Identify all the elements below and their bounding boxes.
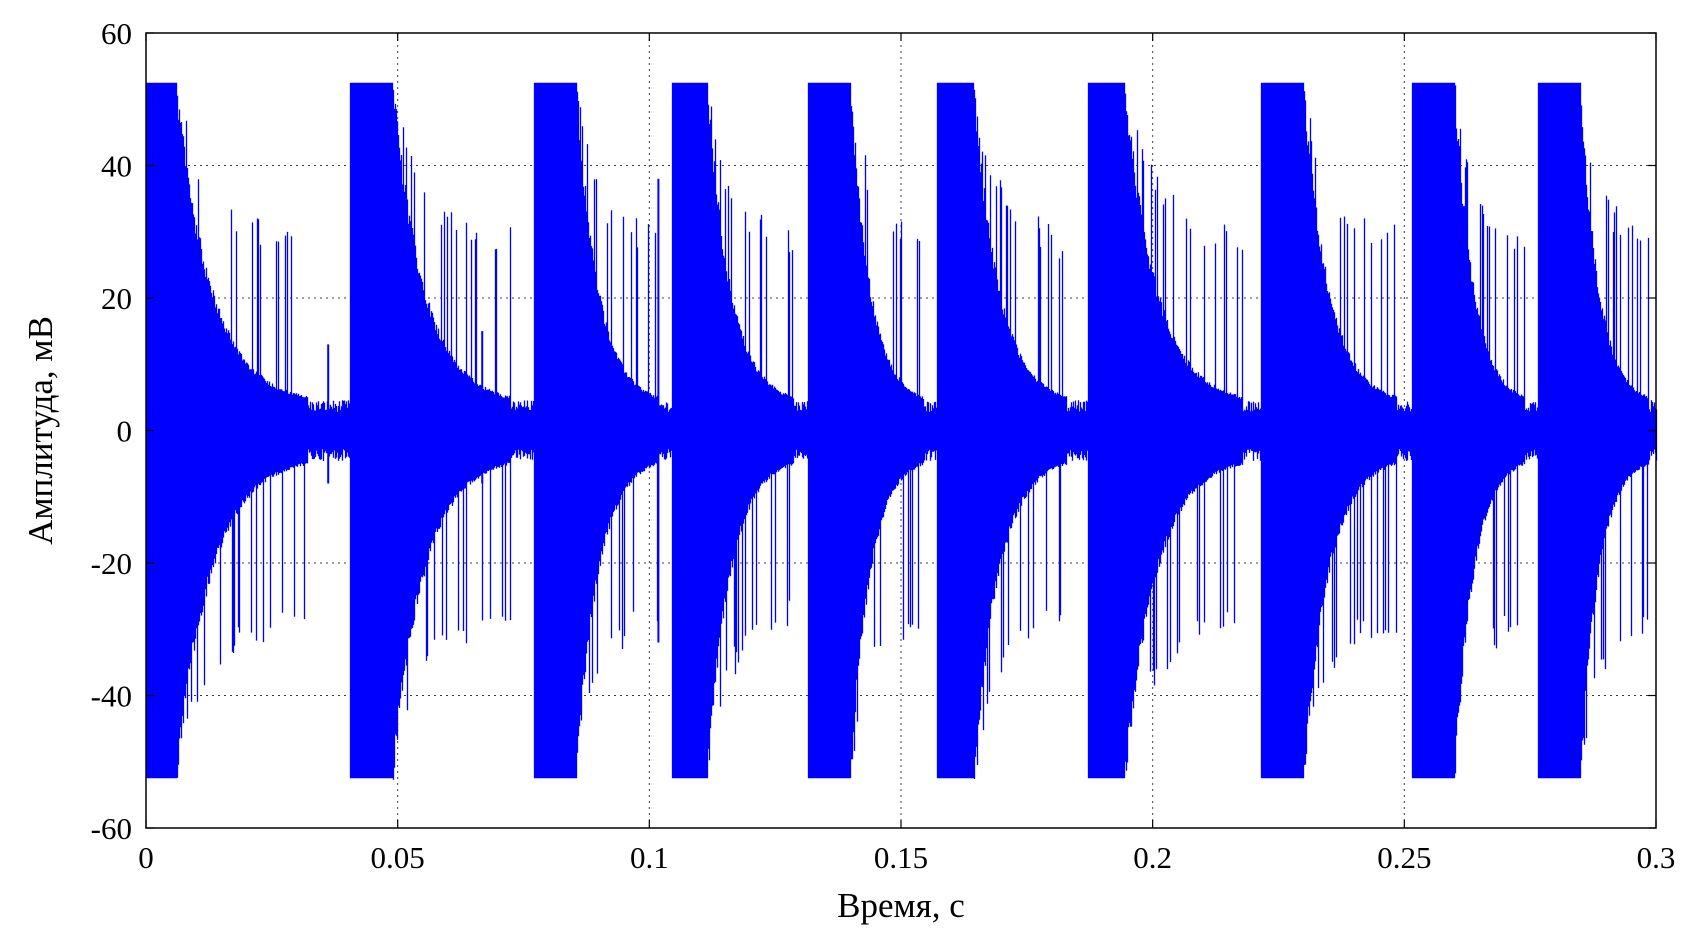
y-tick-label: -60 (91, 811, 132, 846)
x-tick-label: 0.3 (1637, 840, 1676, 875)
y-tick-label: -20 (91, 546, 132, 581)
x-axis-label: Время, с (837, 886, 965, 925)
x-tick-label: 0.1 (630, 840, 669, 875)
y-tick-label: 20 (101, 281, 132, 316)
y-tick-label: 60 (101, 16, 132, 51)
y-tick-label: 0 (117, 414, 133, 449)
x-tick-label: 0 (138, 840, 154, 875)
y-axis-label: Амплитуда, мВ (21, 316, 60, 545)
x-tick-label: 0.25 (1377, 840, 1431, 875)
x-tick-label: 0.05 (371, 840, 425, 875)
x-tick-label: 0.15 (874, 840, 928, 875)
tick-labels: 0 0.05 0.1 0.15 0.2 0.25 0.3 60 40 20 0 -20 -40 -60 (91, 16, 1676, 875)
x-tick-label: 0.2 (1133, 840, 1172, 875)
y-tick-label: 40 (101, 149, 132, 184)
y-tick-label: -40 (91, 679, 132, 714)
axes (145, 32, 1657, 829)
